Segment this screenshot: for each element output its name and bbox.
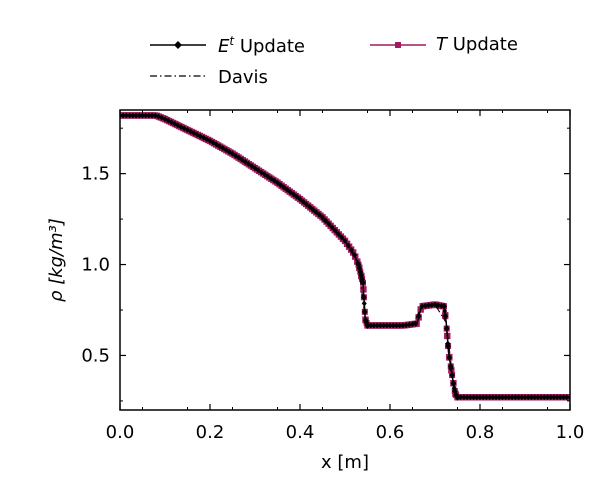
data-point [406,321,412,328]
data-point [127,112,133,119]
legend-label-et-rest: Update [234,36,305,57]
data-point [461,394,467,401]
x-tick-label: 0.2 [196,422,225,443]
legend-item-davis: Davis [150,67,268,88]
data-point [532,394,538,401]
data-point [361,300,367,307]
series-davis [120,114,570,398]
data-point [528,394,534,401]
data-point [130,112,136,119]
legend-item-et-update: Et Update [150,34,305,57]
legend-label-et-update: Et Update [218,34,305,57]
legend-item-t-update: T Update [370,34,518,55]
data-point [442,308,448,315]
data-point [357,268,364,276]
data-point [326,221,332,228]
data-point [332,227,338,234]
legend: Et Update Davis T Update [150,34,518,88]
data-point [561,394,567,401]
series-line [120,114,570,398]
y-axis-label: ρ [kg/m³] [46,218,67,302]
data-point [541,394,547,401]
data-point [503,394,509,401]
data-point [371,322,377,329]
legend-label-et-main: E [218,36,230,57]
x-tick-label: 0.6 [376,422,405,443]
legend-label-t-rest: Update [447,34,518,55]
x-tick-label: 1.0 [556,422,585,443]
series-line [120,114,570,398]
data-point [452,387,458,395]
data-point [519,394,525,401]
data-point [445,342,451,350]
data-point [442,312,449,320]
x-tick-label: 0.8 [466,422,495,443]
data-point [320,214,325,221]
legend-label-et-sup: t [229,34,235,48]
data-point [454,393,461,401]
data-point [310,206,316,213]
data-point [146,112,152,119]
data-point [329,224,335,231]
data-point [490,394,496,401]
x-tick-label: 0.4 [286,422,315,443]
legend-label-davis: Davis [218,67,268,88]
data-point [446,354,453,362]
data-point [453,391,459,399]
data-point [360,279,366,287]
y-tick-label: 1.0 [81,255,110,276]
data-point [512,394,518,401]
data-point [432,301,438,308]
data-point [449,371,455,379]
legend-label-t-main: T [436,34,449,55]
data-point [557,394,563,401]
data-point [140,112,145,119]
legend-marker-et-update [174,41,182,49]
data-point [471,394,477,401]
plot-frame [119,109,571,411]
data-point [368,322,374,329]
data-point [397,322,403,329]
legend-label-t-update: T Update [436,34,518,55]
legend-marker-t-update [395,42,401,48]
series-e-t-update [120,112,570,401]
y-tick-label: 1.5 [81,164,110,185]
data-point [450,379,457,387]
data-point [474,394,480,401]
data-point [500,394,505,401]
data-point [387,322,393,329]
data-point [548,394,554,401]
data-point [483,394,489,401]
data-point [429,301,435,308]
series-line [120,114,570,398]
series-t-update [120,112,570,401]
y-tick-label: 0.5 [81,345,110,366]
data-point [419,303,425,310]
plot-layer [120,112,570,401]
data-point [441,302,447,310]
data-point [400,322,406,329]
data-point [307,203,313,210]
x-axis-ticks: 0.0 0.2 0.4 0.6 0.8 1.0 [106,110,585,443]
data-point [447,362,454,370]
x-axis-label: x [m] [321,452,369,473]
data-point [348,247,354,253]
x-tick-label: 0.0 [106,422,135,443]
y-axis-ticks: 0.5 1.0 1.5 [81,127,570,402]
